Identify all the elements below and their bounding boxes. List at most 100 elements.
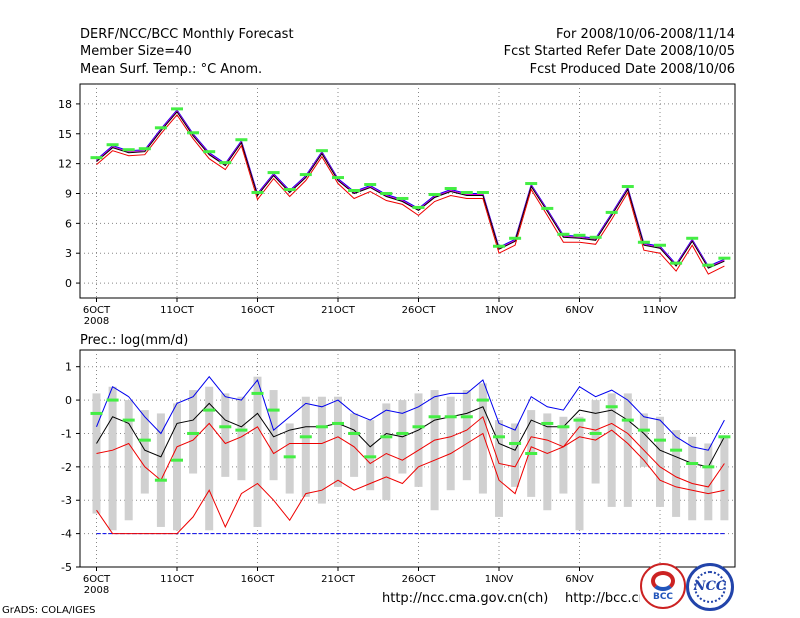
temp-observed-marker <box>686 236 699 240</box>
precip-spread-bar <box>382 403 391 501</box>
precip-spread-bar <box>317 396 326 504</box>
precip-y-tick-label: -3 <box>61 494 72 507</box>
precip-observed-marker <box>573 418 586 422</box>
temp-x-tick-label: 26OCT <box>402 305 437 316</box>
temp-observed-marker <box>476 190 489 194</box>
temp-y-tick-label: 15 <box>58 128 72 141</box>
temp-observed-marker <box>219 161 232 165</box>
temp-observed-marker <box>525 182 538 186</box>
precip-spread-bar <box>639 413 648 467</box>
temp-observed-marker <box>299 173 312 177</box>
temp-observed-marker <box>509 236 522 240</box>
temp-observed-marker <box>203 150 216 154</box>
precip-spread-bar <box>688 436 697 521</box>
precip-observed-marker <box>251 391 264 395</box>
ncc-logo-globe-icon <box>694 571 726 603</box>
precip-observed-marker <box>171 458 183 462</box>
precip-x-tick-label: 21OCT <box>321 574 356 585</box>
precip-spread-bar <box>205 386 214 531</box>
ncc-logo: NCC <box>686 563 734 611</box>
temp-observed-marker <box>621 185 634 189</box>
precip-spread-bar <box>704 443 713 521</box>
precip-plot-frame <box>79 349 736 568</box>
precip-spread-bar <box>366 420 375 491</box>
precip-spread-bar <box>672 430 681 517</box>
temp-observed-marker <box>235 138 248 142</box>
precip-observed-marker <box>557 425 570 429</box>
temp-series-upper <box>96 109 725 267</box>
temp-series-magenta <box>96 110 725 268</box>
bcc-url-link[interactable]: http://bcc.cma.gov.cn <box>565 592 640 606</box>
forecast-start-date: Fcst Started Refer Date 2008/10/05 <box>503 44 735 59</box>
temp-observed-marker <box>702 263 715 267</box>
temp-x-tick-label: 11OCT <box>160 305 195 316</box>
grads-credit: GrADS: COLA/IGES <box>2 605 96 616</box>
precip-observed-marker <box>412 425 425 429</box>
temp-observed-marker <box>187 131 200 135</box>
precip-spread-bar <box>221 393 230 477</box>
temp-observed-marker <box>493 244 505 248</box>
temp-observed-marker <box>380 191 393 195</box>
precip-observed-marker <box>460 415 473 419</box>
precip-observed-marker <box>219 425 232 429</box>
temp-x-tick-label: 6OCT <box>83 305 111 316</box>
ncc-url-link[interactable]: http://ncc.cma.gov.cn(ch) <box>382 591 549 606</box>
precip-observed-marker <box>428 415 441 419</box>
precip-observed-marker <box>380 435 393 439</box>
precip-observed-marker <box>315 425 328 429</box>
temp-series-lower <box>96 114 725 275</box>
precip-observed-marker <box>187 431 200 435</box>
precip-spread-bar <box>511 423 520 487</box>
temp-observed-marker <box>106 143 119 147</box>
precip-observed-marker <box>702 465 715 469</box>
precip-spread-bar <box>285 423 294 494</box>
temp-observed-marker <box>718 256 731 260</box>
precip-spread-bar <box>301 396 310 497</box>
temp-observed-marker <box>396 196 409 200</box>
temp-observed-marker <box>605 210 618 214</box>
temp-y-tick-label: 9 <box>65 187 72 200</box>
precip-x-tick-label: 6OCT <box>83 574 111 585</box>
temp-observed-marker <box>637 240 650 244</box>
precip-observed-marker <box>670 448 683 452</box>
precip-observed-marker <box>299 435 312 439</box>
temp-observed-marker <box>283 188 296 192</box>
temp-y-tick-label: 12 <box>58 158 72 171</box>
precip-spread-bar <box>430 390 439 511</box>
temp-observed-marker <box>444 187 457 191</box>
precip-spread-bar <box>414 393 423 487</box>
forecast-produced-date: Fcst Produced Date 2008/10/06 <box>529 62 735 77</box>
precip-observed-marker <box>90 411 103 415</box>
precip-observed-marker <box>396 431 409 435</box>
bcc-logo-swirl-icon <box>651 571 675 591</box>
forecast-period: For 2008/10/06-2008/11/14 <box>556 27 735 42</box>
temp-y-tick-label: 0 <box>65 277 72 290</box>
precip-spread-bar <box>334 396 342 487</box>
chart-title: DERF/NCC/BCC Monthly Forecast <box>80 27 294 42</box>
precip-spread-bar <box>607 393 616 507</box>
precip-spread-bar <box>478 383 487 494</box>
precip-spread-bar <box>446 396 455 491</box>
precip-x-tick-label: 26OCT <box>402 574 437 585</box>
precip-observed-marker <box>654 438 666 442</box>
precip-observed-marker <box>605 405 618 409</box>
temp-plot-frame <box>79 83 736 299</box>
precip-x-year-label: 2008 <box>84 585 109 596</box>
precip-spread-bar <box>720 436 729 521</box>
precip-y-tick-label: -1 <box>61 427 72 440</box>
precip-series-mean <box>96 402 725 468</box>
precip-spread-bar <box>350 413 359 477</box>
temp-observed-marker <box>138 147 151 151</box>
bcc-logo: BCC <box>640 563 686 609</box>
temp-observed-marker <box>670 261 683 265</box>
temp-observed-marker <box>589 235 602 239</box>
temp-observed-marker <box>315 149 328 153</box>
temp-x-tick-label: 21OCT <box>321 305 356 316</box>
precip-observed-marker <box>476 398 489 402</box>
precip-spread-bar <box>189 390 198 474</box>
precip-spread-bar <box>591 400 600 484</box>
precip-observed-marker <box>541 421 554 425</box>
precip-spread-bar <box>462 390 471 481</box>
temp-observed-marker <box>364 183 377 187</box>
temp-observed-marker <box>154 126 167 130</box>
